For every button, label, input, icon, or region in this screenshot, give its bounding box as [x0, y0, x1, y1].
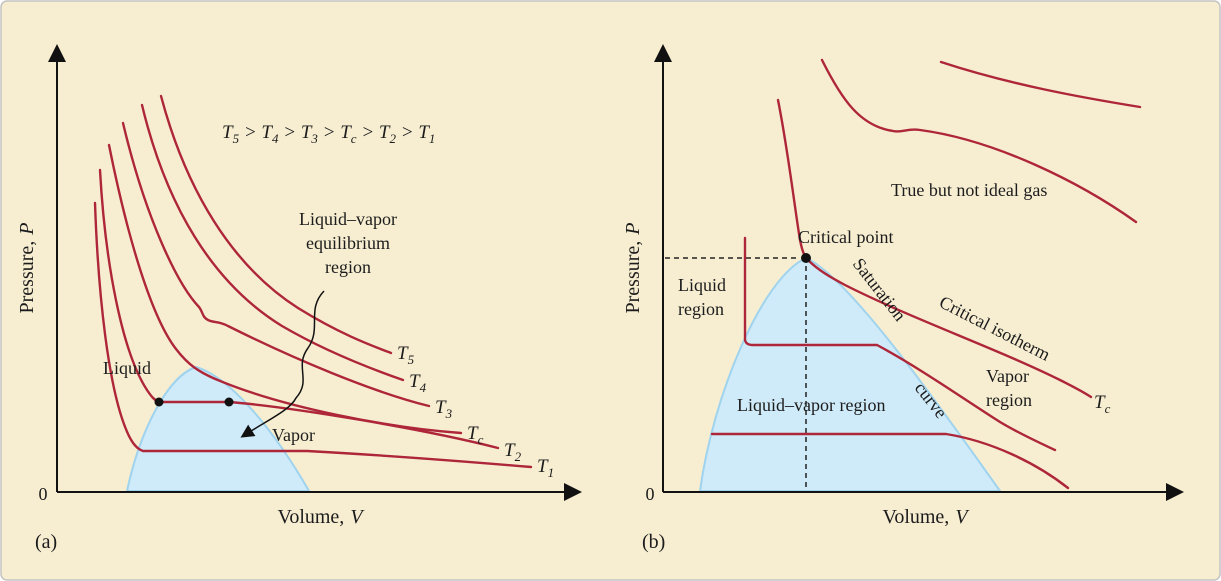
- equilibrium-annotation-line3: region: [325, 257, 371, 277]
- isotherm-t3-curve: [121, 121, 431, 408]
- vapor-region-label-line2: region: [986, 390, 1032, 410]
- critical-point-label: Critical point: [798, 227, 893, 247]
- isotherm-label-t4: T4: [409, 371, 427, 395]
- origin-label-b: 0: [646, 484, 655, 504]
- panel-a: Pressure,P Volume, V 0 (a) T5 > T4 > T3 >…: [16, 44, 582, 553]
- subcritical-isotherm-upper: [743, 236, 1057, 452]
- liquid-region-label-line1: Liquid: [678, 275, 726, 295]
- liquid-vapor-region-label: Liquid–vapor region: [737, 395, 885, 415]
- critical-point-dot: [801, 253, 811, 263]
- liquid-label-a: Liquid: [103, 358, 151, 378]
- true-gas-isotherm-curve: [820, 58, 1138, 224]
- isotherm-label-tc-b: Tc: [1094, 392, 1111, 416]
- y-axis-label-a: Pressure,P: [16, 223, 38, 314]
- isotherm-t5-curve: [159, 94, 393, 355]
- true-gas-label: True but not ideal gas: [891, 180, 1047, 200]
- panel-letter-a: (a): [35, 531, 57, 553]
- vapor-label-a: Vapor: [272, 425, 315, 445]
- tie-line-dot-right: [224, 397, 234, 407]
- panel-letter-b: (b): [642, 531, 665, 553]
- equilibrium-annotation-line2: equilibrium: [306, 233, 390, 253]
- isotherm-t2-curve: [98, 168, 500, 450]
- temperature-inequality: T5 > T4 > T3 > Tc > T2 > T1: [222, 122, 435, 146]
- vapor-region-label-line1: Vapor: [986, 366, 1029, 386]
- tie-line-dot-left: [154, 397, 164, 407]
- liquid-region-label-line2: region: [678, 299, 724, 319]
- x-axis-label-a: Volume, V: [277, 506, 365, 528]
- subcritical-isotherm-lower: [710, 432, 1070, 490]
- high-temperature-isotherm-curve: [939, 60, 1142, 109]
- isotherm-t4-curve: [140, 103, 405, 382]
- y-axis-label-b: Pressure,P: [622, 223, 644, 314]
- isotherm-label-t1: T1: [537, 456, 554, 480]
- isotherm-label-tc: Tc: [467, 423, 484, 447]
- equilibrium-region-arrow: [240, 290, 325, 438]
- equilibrium-annotation-line1: Liquid–vapor: [299, 209, 397, 229]
- isotherm-t1-curve: [93, 201, 533, 469]
- x-axis-label-b: Volume, V: [882, 506, 970, 528]
- isotherm-label-t5: T5: [397, 343, 415, 367]
- origin-label-a: 0: [39, 484, 48, 504]
- isotherm-label-t3: T3: [435, 397, 453, 421]
- isotherm-label-t2: T2: [504, 440, 522, 464]
- coexistence-dome-a: [125, 365, 311, 492]
- critical-isotherm-curve: [776, 98, 1093, 399]
